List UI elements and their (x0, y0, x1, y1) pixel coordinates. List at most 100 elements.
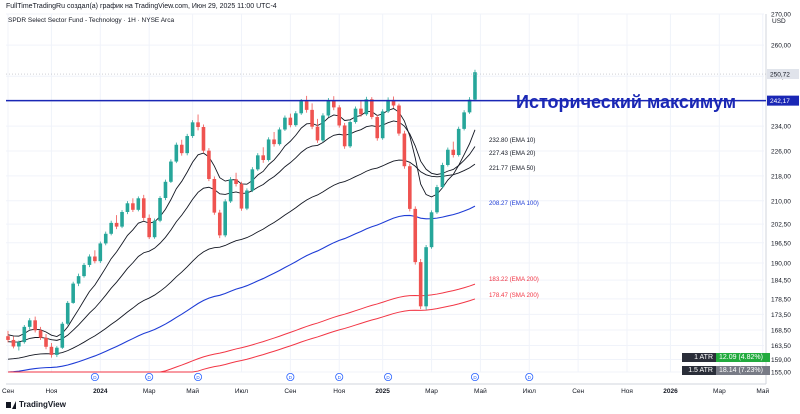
resistance-tag (767, 95, 799, 106)
x-tick-label: 2026 (663, 388, 678, 395)
dividend-marker-letter: D (386, 375, 390, 380)
candles (6, 69, 477, 358)
last-price-tag (767, 69, 799, 80)
candle-body (359, 108, 363, 115)
candle-body (435, 187, 439, 213)
candle-body (348, 122, 352, 147)
tradingview-logo[interactable]: TradingView (6, 400, 66, 409)
y-tick-label: 226,00 (771, 148, 791, 155)
y-tick-label: 173,50 (771, 312, 791, 319)
atr-row-2: 1.5 ATR 18.14 (7.23%) (682, 366, 770, 375)
candle-body (103, 233, 108, 244)
candle-body (255, 155, 260, 170)
x-tick-label: Ноя (46, 388, 58, 395)
candle-body (114, 222, 119, 227)
candle-body (98, 243, 103, 262)
candle-body (326, 100, 331, 116)
atr-value: 18.14 (7.23%) (716, 366, 770, 375)
candle-body (141, 198, 146, 218)
candle-body (456, 128, 461, 156)
candle-body (239, 183, 244, 209)
x-axis: Сен Ноя 2024 Мар Май Июл Сен Ноя 2025 Мар Май Июл Се… (2, 372, 770, 395)
candle-body (93, 256, 97, 262)
candle-body (451, 149, 456, 156)
candle-body (288, 117, 293, 126)
candle-body (120, 211, 124, 227)
candle-body (397, 105, 401, 134)
candle-body (82, 264, 86, 277)
candle-body (217, 212, 222, 236)
candle-body (147, 217, 151, 238)
x-tick-label: Ноя (621, 388, 633, 395)
atr-value: 12.09 (4.82%) (716, 353, 770, 362)
candle-body (342, 125, 347, 147)
candle-body (49, 346, 54, 355)
dividend-marker-letter: D (196, 375, 200, 380)
y-tick-label: 184,50 (771, 278, 791, 285)
candle-body (65, 302, 70, 324)
candle-body (364, 99, 369, 115)
x-tick-label: Июл (523, 388, 536, 395)
y-tick-label: 234,00 (771, 124, 791, 131)
x-tick-label: Май (756, 387, 769, 395)
candle-body (125, 203, 130, 212)
y-axis: 270,00260,00250,00242,00234,00226,00218,… (765, 12, 791, 384)
x-tick-label: Мар (425, 388, 438, 395)
annotation-historical-high: Исторический максимум (516, 92, 736, 112)
candle-body (76, 276, 81, 284)
chart-caption: FullTimeTradingRu создал(а) график на Tr… (6, 3, 277, 10)
candle-body (71, 283, 75, 303)
candle-body (386, 99, 390, 112)
series-label: 232.80 (EMA 10) (489, 137, 535, 144)
candle-body (55, 347, 59, 355)
candle-body (277, 129, 282, 145)
candle-body (223, 201, 227, 236)
dividend-marker-icon (90, 372, 99, 381)
candle-body (44, 337, 48, 347)
candle-body (370, 99, 374, 118)
y-tick-label: 159,00 (771, 357, 791, 364)
x-tick-label: Сен (2, 388, 14, 395)
y-tick-label: 202,50 (771, 222, 791, 229)
atr-row-1: 1 ATR 12.09 (4.82%) (682, 353, 770, 362)
series-label: 183.22 (EMA 200) (489, 276, 539, 283)
y-tick-label: 260,00 (771, 43, 791, 50)
atr-label: 1.5 ATR (682, 366, 716, 375)
series-label: 227.43 (EMA 20) (489, 150, 535, 157)
candle-body (6, 336, 10, 340)
x-tick-label: Ноя (333, 388, 345, 395)
candle-body (109, 222, 113, 234)
candle-body (87, 256, 92, 265)
candle-body (304, 101, 309, 110)
candle-body (27, 320, 32, 327)
candle-body (234, 179, 238, 184)
resistance-label: 242,17 (770, 98, 790, 105)
candle-body (136, 198, 141, 210)
candle-body (299, 101, 304, 114)
candle-body (429, 212, 434, 248)
y-tick-label: 178,50 (771, 296, 791, 303)
candle-body (228, 179, 233, 202)
dividend-marker-icon (335, 372, 344, 381)
dividend-marker-icon (470, 372, 479, 381)
dividend-marker-letter: D (289, 375, 293, 380)
y-tick-label: 196,50 (771, 240, 791, 247)
dividend-marker-letter: D (93, 375, 97, 380)
candle-body (38, 330, 43, 338)
candle-body (158, 197, 162, 221)
dividend-marker-icon (145, 372, 154, 381)
currency-label: USD (772, 18, 786, 25)
series-label: 178.47 (SMA 200) (489, 292, 539, 299)
x-tick-label: Май (474, 387, 487, 395)
tradingview-logo-text: TradingView (19, 400, 66, 409)
candle-body (207, 150, 211, 179)
candle-body (418, 262, 423, 307)
x-tick-label: Мар (713, 388, 726, 395)
y-tick-label: 190,00 (771, 261, 791, 268)
overlay: SPDR Select Sector Fund - Technology · 1… (6, 17, 799, 112)
candle-body (391, 99, 396, 106)
candle-body (380, 111, 385, 139)
tradingview-logo-icon (6, 400, 16, 409)
candle-body (261, 155, 266, 161)
